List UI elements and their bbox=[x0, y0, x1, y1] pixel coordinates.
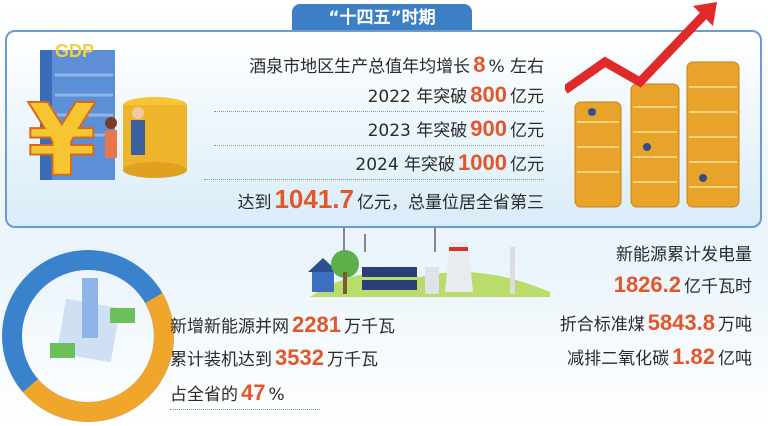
value: 1041.7 bbox=[274, 184, 354, 214]
gdp-2022-line: 2022 年突破 800 亿元 bbox=[214, 82, 544, 112]
value: 8 bbox=[473, 52, 486, 77]
value: 47 bbox=[241, 380, 266, 405]
unit: 亿元 bbox=[510, 121, 544, 141]
value: 3532 bbox=[275, 345, 324, 370]
label: 2023 年突破 bbox=[367, 121, 468, 141]
gdp-2023-line: 2023 年突破 900 亿元 bbox=[214, 116, 544, 146]
gdp-total-line: 达到 1041.7 亿元，总量位居全省第三 bbox=[237, 184, 544, 215]
unit: 亿元，总量位居全省第三 bbox=[357, 193, 544, 213]
unit: 万千瓦 bbox=[326, 350, 378, 370]
label: 减排二氧化碳 bbox=[567, 349, 670, 369]
value: 1000 bbox=[458, 150, 507, 175]
unit: 亿吨 bbox=[718, 349, 752, 369]
value: 5843.8 bbox=[647, 310, 715, 335]
unit: 万吨 bbox=[718, 315, 752, 335]
value: 1.82 bbox=[672, 344, 715, 369]
label: 新能源累计发电量 bbox=[616, 245, 752, 265]
donut-share-arc bbox=[1, 250, 174, 422]
renewable-energy-scene bbox=[308, 227, 550, 297]
unit: 亿千瓦时 bbox=[684, 277, 752, 297]
label: 新增新能源并网 bbox=[170, 317, 289, 337]
label: 2022 年突破 bbox=[367, 87, 468, 107]
label: 折合标准煤 bbox=[559, 315, 645, 335]
value: 1826.2 bbox=[613, 272, 681, 297]
new-energy-share-donut bbox=[1, 250, 174, 422]
installed-capacity-line: 累计装机达到 3532 万千瓦 bbox=[170, 345, 378, 371]
svg-text:¥: ¥ bbox=[27, 82, 97, 195]
label: 酒泉市地区生产总值年均增长 bbox=[249, 57, 471, 77]
generation-label-line: 新能源累计发电量 bbox=[616, 240, 752, 265]
value: 800 bbox=[470, 82, 507, 107]
period-title-tab: “十四五”时期 bbox=[292, 4, 472, 32]
label: 累计装机达到 bbox=[170, 350, 272, 370]
unit: % 左右 bbox=[488, 57, 544, 77]
label: 2024 年突破 bbox=[355, 155, 456, 175]
label: 达到 bbox=[237, 193, 272, 213]
gdp-2024-line: 2024 年突破 1000 亿元 bbox=[204, 150, 544, 180]
co2-reduction-line: 减排二氧化碳 1.82 亿吨 bbox=[567, 344, 752, 370]
province-share-line: 占全省的 47% bbox=[170, 380, 320, 410]
unit: 万千瓦 bbox=[343, 317, 395, 337]
label: 占全省的 bbox=[170, 385, 238, 405]
value: 2281 bbox=[292, 312, 341, 337]
gdp-growth-line: 酒泉市地区生产总值年均增长 8% 左右 bbox=[249, 52, 544, 78]
value: 900 bbox=[470, 116, 507, 141]
gdp-illustration: GDP ¥ bbox=[26, 41, 187, 195]
coin-growth-chart-icon bbox=[565, 2, 740, 208]
unit: % bbox=[268, 385, 285, 405]
gdp-logo-text: GDP bbox=[55, 41, 94, 61]
new-grid-capacity-line: 新增新能源并网 2281 万千瓦 bbox=[170, 312, 395, 338]
generation-value-line: 1826.2 亿千瓦时 bbox=[611, 272, 752, 298]
coal-equivalent-line: 折合标准煤 5843.8 万吨 bbox=[560, 310, 752, 336]
unit: 亿元 bbox=[510, 155, 544, 175]
unit: 亿元 bbox=[510, 87, 544, 107]
